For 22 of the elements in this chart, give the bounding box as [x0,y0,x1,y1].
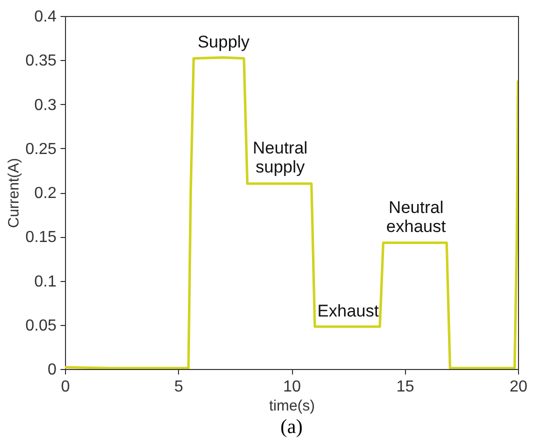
y-tick-label: 0.05 [25,317,57,334]
x-tick-label: 20 [510,378,528,396]
y-tick-label: 0.3 [34,96,57,114]
y-tick-label: 0.2 [34,185,57,202]
x-tick-label: 0 [61,378,70,396]
annotation: Neutral exhaust [386,198,446,236]
line-series [65,56,518,369]
y-axis-title: Current(A) [5,158,22,228]
y-tick-label: 0.35 [25,52,57,70]
x-tick-label: 5 [174,378,184,396]
annotation: Neutral supply [252,138,308,177]
y-tick-label: 0 [48,362,57,378]
y-tick-label: 0.25 [25,140,57,158]
x-axis-title: time(s) [269,398,315,414]
x-tick-label: 10 [283,378,301,396]
y-tick-label: 0.15 [25,229,57,246]
annotation: Exhaust [317,302,380,321]
text: (a) [280,416,303,438]
y-tick-label: 0.4 [34,8,57,26]
y-tick-label: 0.1 [34,273,57,290]
x-tick-label: 15 [396,378,414,396]
annotation: Supply [198,32,250,52]
